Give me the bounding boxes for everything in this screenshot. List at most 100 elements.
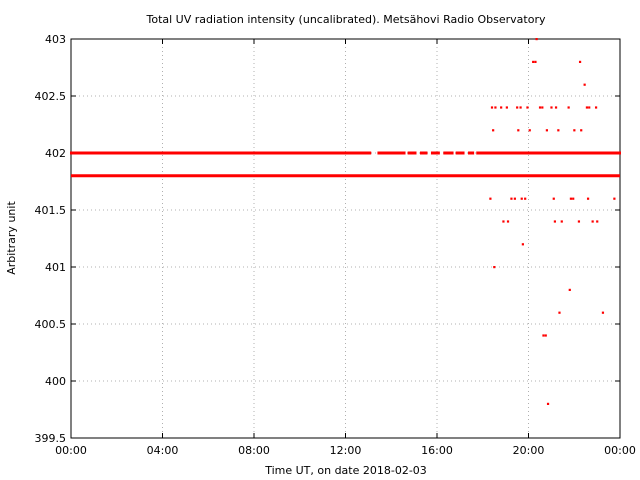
data-point-402 <box>410 151 413 155</box>
data-point-402 <box>555 151 558 155</box>
data-point <box>552 197 555 200</box>
y-tick-label: 401.5 <box>35 204 67 217</box>
data-point-402 <box>312 151 315 155</box>
data-point <box>534 60 537 63</box>
data-point-402 <box>219 151 222 155</box>
data-point-402 <box>332 151 335 155</box>
data-point-402 <box>267 151 270 155</box>
data-point-402 <box>388 151 391 155</box>
data-point-402 <box>575 151 578 155</box>
data-point-402 <box>608 151 611 155</box>
x-tick-label: 12:00 <box>330 444 362 457</box>
data-point-402 <box>572 151 575 155</box>
data-point <box>558 311 561 314</box>
data-point-402 <box>273 151 276 155</box>
data-point-402 <box>382 151 385 155</box>
data-point <box>573 129 576 132</box>
data-point-402 <box>253 151 256 155</box>
data-point-402 <box>113 151 116 155</box>
data-point-402 <box>108 151 111 155</box>
data-point-402 <box>241 151 244 155</box>
data-point <box>524 197 527 200</box>
data-point-402 <box>153 151 156 155</box>
x-axis-label: Time UT, on date 2018-02-03 <box>264 464 427 477</box>
data-point-402 <box>597 151 600 155</box>
data-point-402 <box>535 151 538 155</box>
data-point-402 <box>521 151 524 155</box>
data-point-402 <box>211 151 214 155</box>
data-point-402 <box>263 151 266 155</box>
data-point-402 <box>591 151 594 155</box>
data-point-402 <box>500 151 503 155</box>
data-point-402 <box>603 151 606 155</box>
data-point-402 <box>138 151 141 155</box>
data-point-402 <box>310 151 313 155</box>
data-point-402 <box>248 151 251 155</box>
data-point <box>578 60 582 63</box>
data-point-402 <box>141 151 144 155</box>
data-point-402 <box>76 151 79 155</box>
data-point-402 <box>116 151 119 155</box>
data-point-402 <box>602 151 605 155</box>
data-point-402 <box>215 151 218 155</box>
data-point-402 <box>351 151 354 155</box>
data-point-402 <box>557 151 560 155</box>
data-point <box>557 129 560 132</box>
data-point-402 <box>547 151 550 155</box>
data-point-402 <box>214 151 217 155</box>
data-point-402 <box>152 151 155 155</box>
y-tick-label: 400 <box>45 375 66 388</box>
data-point-402 <box>223 151 226 155</box>
data-point <box>513 197 516 200</box>
data-point-402 <box>89 151 92 155</box>
data-point-402 <box>300 151 303 155</box>
data-point-402 <box>502 151 505 155</box>
data-point-402 <box>289 151 292 155</box>
data-point-402 <box>209 151 212 155</box>
data-point-402 <box>218 151 221 155</box>
x-tick-label: 20:00 <box>513 444 545 457</box>
data-point <box>494 106 497 109</box>
data-point-402 <box>134 151 137 155</box>
data-point-402 <box>149 151 152 155</box>
data-point <box>572 197 575 200</box>
data-point-402 <box>196 151 199 155</box>
data-point-402 <box>479 151 482 155</box>
data-point-402 <box>87 151 90 155</box>
data-point-402 <box>301 151 304 155</box>
data-points <box>70 38 621 405</box>
data-point-402 <box>544 151 547 155</box>
data-point-402 <box>130 151 133 155</box>
data-point <box>585 106 589 109</box>
data-point-402 <box>188 151 191 155</box>
data-point-402 <box>96 151 99 155</box>
data-point-402 <box>208 151 211 155</box>
data-point <box>521 243 524 246</box>
data-point-402 <box>201 151 204 155</box>
data-point-402 <box>179 151 182 155</box>
data-point-402 <box>362 151 365 155</box>
data-point-402 <box>118 151 121 155</box>
data-point-402 <box>514 151 517 155</box>
data-point-402 <box>344 151 347 155</box>
data-point <box>520 197 523 200</box>
data-point-402 <box>366 151 369 155</box>
data-point-402 <box>142 151 145 155</box>
data-point <box>580 129 583 132</box>
data-point-402 <box>264 151 267 155</box>
data-point-402 <box>561 151 564 155</box>
data-point-402 <box>318 151 321 155</box>
data-point-402 <box>171 151 174 155</box>
x-tick-label: 08:00 <box>238 444 270 457</box>
data-point-402 <box>396 151 399 155</box>
data-point-402 <box>234 151 237 155</box>
data-point-402 <box>481 151 484 155</box>
data-point <box>532 60 535 63</box>
data-point-402 <box>146 151 149 155</box>
data-point-402 <box>205 151 208 155</box>
data-point-402 <box>284 151 287 155</box>
data-point-402 <box>71 151 74 155</box>
data-point-402 <box>308 151 311 155</box>
data-point-402 <box>542 151 545 155</box>
data-point-402 <box>91 151 94 155</box>
